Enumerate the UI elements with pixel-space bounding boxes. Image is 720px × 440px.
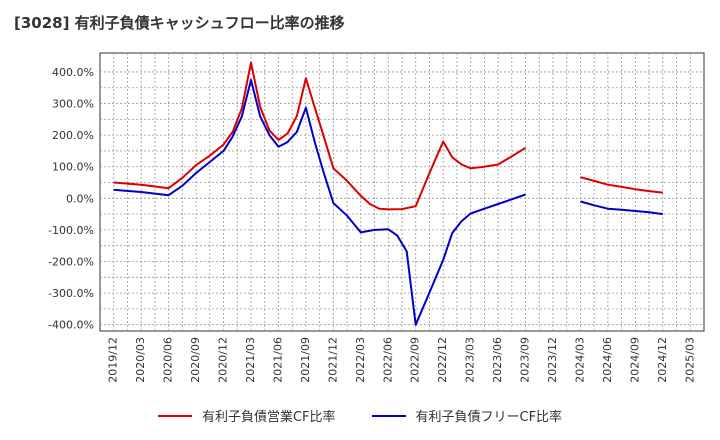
y-tick-label: -400.0% (48, 319, 94, 332)
y-tick-label: -100.0% (48, 224, 94, 237)
x-tick-label: 2021/12 (326, 337, 339, 383)
x-tick-label: 2024/12 (656, 337, 669, 383)
series-line-1 (113, 78, 526, 326)
y-tick-label: -200.0% (48, 256, 94, 269)
x-tick-label: 2025/03 (683, 337, 696, 383)
x-tick-label: 2021/09 (299, 337, 312, 383)
x-tick-label: 2019/12 (107, 337, 120, 383)
x-tick-label: 2020/12 (217, 337, 230, 383)
x-tick-label: 2020/09 (189, 337, 202, 383)
x-tick-label: 2022/12 (436, 337, 449, 383)
y-tick-label: 400.0% (52, 66, 94, 79)
x-tick-label: 2020/03 (134, 337, 147, 383)
x-tick-label: 2023/03 (464, 337, 477, 383)
y-tick-label: 200.0% (52, 129, 94, 142)
x-tick-label: 2024/06 (601, 337, 614, 383)
x-tick-label: 2023/06 (491, 337, 504, 383)
chart-title: [3028] 有利子負債キャッシュフロー比率の推移 (14, 14, 345, 32)
x-tick-label: 2024/09 (628, 337, 641, 383)
plot-area (99, 52, 705, 332)
x-tick-label: 2022/06 (381, 337, 394, 383)
series-line-0 (113, 61, 527, 211)
legend-label-operating-cf: 有利子負債営業CF比率 (201, 410, 336, 425)
x-tick-label: 2022/09 (409, 337, 422, 383)
y-tick-label: 300.0% (52, 98, 94, 111)
legend-item-operating-cf: 有利子負債営業CF比率 (157, 406, 336, 425)
x-tick-label: 2020/06 (162, 337, 175, 383)
legend-item-free-cf: 有利子負債フリーCF比率 (371, 406, 563, 425)
y-tick-label: -300.0% (48, 287, 94, 300)
chart-legend: 有利子負債営業CF比率 有利子負債フリーCF比率 (0, 406, 720, 425)
legend-swatch-free-cf (371, 414, 406, 417)
legend-label-free-cf: 有利子負債フリーCF比率 (415, 410, 563, 425)
x-tick-label: 2021/03 (244, 337, 257, 383)
legend-swatch-operating-cf (157, 414, 192, 417)
y-tick-label: 0.0% (66, 192, 94, 205)
x-tick-label: 2023/12 (546, 337, 559, 383)
x-tick-label: 2023/09 (519, 337, 532, 383)
y-tick-label: 100.0% (52, 161, 94, 174)
x-tick-label: 2021/06 (271, 337, 284, 383)
series-line-1 (580, 200, 663, 216)
series-line-0 (580, 176, 663, 194)
x-tick-label: 2024/03 (573, 337, 586, 383)
x-tick-label: 2022/03 (354, 337, 367, 383)
